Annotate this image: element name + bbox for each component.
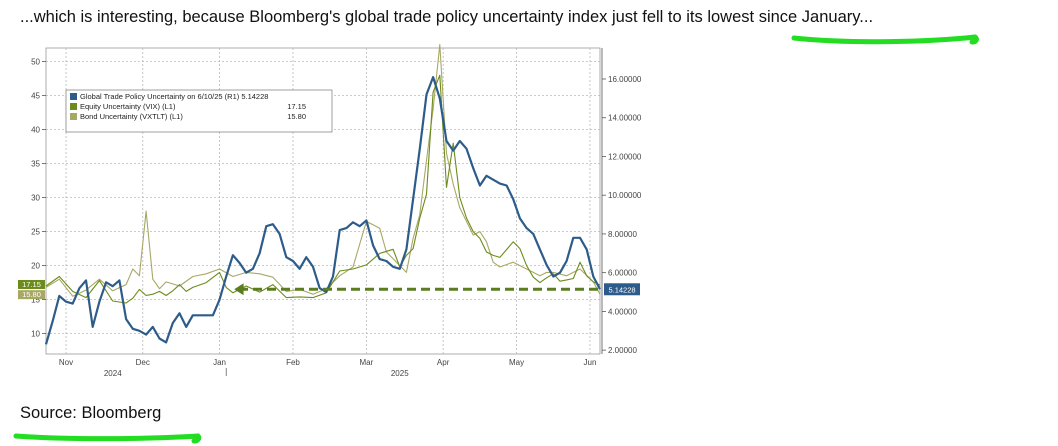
legend-value: 17.15 bbox=[287, 102, 306, 111]
x-year-label: 2025 bbox=[391, 369, 409, 378]
legend-label: Global Trade Policy Uncertainty on 6/10/… bbox=[80, 92, 268, 101]
legend-box bbox=[65, 89, 333, 133]
legend-label: Bond Uncertainty (VXTLT) (L1) bbox=[80, 112, 183, 121]
equity-last-tag bbox=[18, 279, 45, 289]
headline-underline-marker bbox=[791, 34, 979, 45]
left-tick-label: 15 bbox=[31, 296, 40, 305]
right-tick-label: 6.00000 bbox=[608, 269, 637, 278]
arrow-head bbox=[234, 283, 244, 296]
x-tick-label: Mar bbox=[359, 358, 373, 367]
x-tick-label: Jun bbox=[584, 358, 597, 367]
left-tick-label: 25 bbox=[31, 228, 40, 237]
trade-last-label: 5.14228 bbox=[608, 285, 635, 294]
x-tick-label: Feb bbox=[286, 358, 300, 367]
headline-highlight: lowest since January bbox=[707, 8, 860, 26]
x-tick-label: Jan bbox=[213, 358, 226, 367]
source-underline-marker bbox=[13, 433, 202, 444]
right-tick-label: 8.00000 bbox=[608, 230, 637, 239]
legend-swatch bbox=[70, 103, 77, 110]
headline: ...which is interesting, because Bloombe… bbox=[20, 8, 873, 27]
left-tick-label: 40 bbox=[31, 126, 40, 135]
right-tick-label: 4.00000 bbox=[608, 307, 637, 316]
source-label: Source: Bloomberg bbox=[20, 404, 162, 422]
legend-swatch bbox=[70, 113, 77, 120]
right-tick-label: 16.00000 bbox=[608, 75, 642, 84]
right-tick-label: 14.00000 bbox=[608, 114, 642, 123]
left-tick-label: 35 bbox=[31, 160, 40, 169]
right-tick-label: 12.00000 bbox=[608, 152, 642, 161]
legend-label: Equity Uncertainty (VIX) (L1) bbox=[80, 102, 176, 111]
headline-ellipsis: ... bbox=[859, 8, 874, 26]
left-tick-label: 30 bbox=[31, 194, 40, 203]
bond-last-tag bbox=[18, 290, 45, 300]
left-tick-label: 20 bbox=[31, 262, 40, 271]
legend-swatch bbox=[70, 93, 77, 100]
legend: Global Trade Policy Uncertainty on 6/10/… bbox=[65, 89, 333, 133]
right-tick-label: 2.00000 bbox=[608, 346, 637, 355]
left-tick-label: 50 bbox=[31, 58, 40, 67]
series-line-bond bbox=[45, 44, 601, 297]
chart: 10 15 20 25 30 35 40 45 50 Nov Dec Jan Feb Mar Apr May J… bbox=[0, 42, 660, 387]
x-tick-label: Nov bbox=[59, 358, 73, 367]
trade-last-tag bbox=[604, 283, 640, 296]
x-tick-label: May bbox=[509, 358, 524, 367]
headline-text: ...which is interesting, because Bloombe… bbox=[20, 8, 708, 26]
right-tick-label: 10.00000 bbox=[608, 191, 642, 200]
left-tick-label: 10 bbox=[31, 330, 40, 339]
equity-last-label: 17.15 bbox=[22, 280, 41, 289]
x-year-label: 2024 bbox=[104, 369, 122, 378]
legend-value: 15.80 bbox=[287, 112, 306, 121]
x-tick-label: Dec bbox=[136, 358, 150, 367]
x-tick-label: Apr bbox=[437, 358, 450, 367]
bond-last-label: 15.80 bbox=[22, 290, 41, 299]
left-tick-label: 45 bbox=[31, 92, 40, 101]
